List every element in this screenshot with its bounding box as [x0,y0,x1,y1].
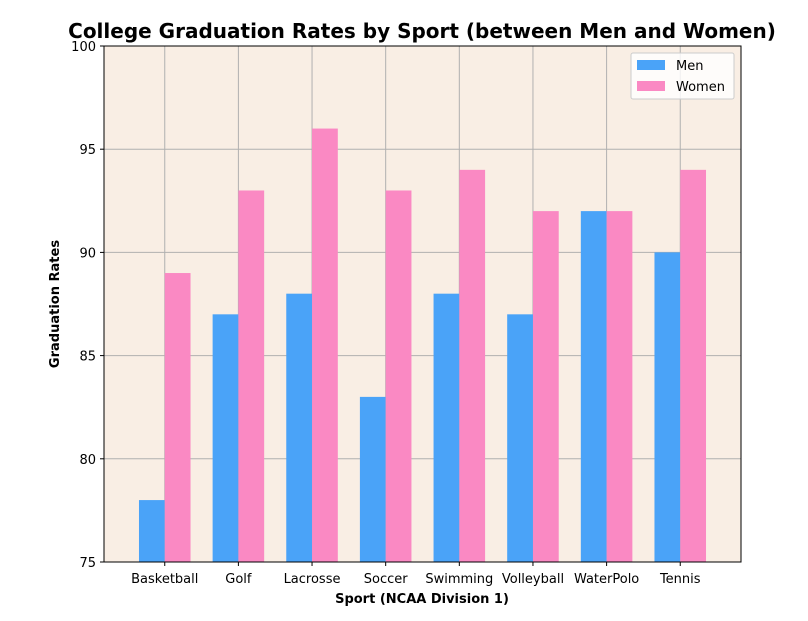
y-tick-label: 85 [79,350,96,365]
x-tick-label: Tennis [659,572,701,587]
legend-label-women: Women [676,80,725,95]
bar-women-soccer [385,190,412,563]
bar-women-waterpolo [606,211,633,562]
bar-women-volleyball [532,211,559,562]
bar-men-swimming [433,293,460,562]
x-axis-label: Sport (NCAA Division 1) [335,592,509,607]
bar-men-soccer [359,396,386,562]
y-tick-label: 80 [79,453,96,468]
bar-men-volleyball [507,314,533,562]
plot-frame [103,45,742,563]
bar-women-swimming [459,169,486,562]
x-tick-label: WaterPolo [574,572,639,587]
x-tick-label: Soccer [364,572,408,587]
x-tick-label: Basketball [131,572,198,587]
x-tick-label: Volleyball [502,572,564,587]
plot-area [104,46,741,562]
legend: Men Women [630,52,735,100]
bar-men-basketball [138,500,165,562]
bar-men-lacrosse [286,293,313,562]
bar-men-tennis [654,252,681,562]
bar-women-basketball [164,273,191,562]
bars [138,128,707,563]
bar-women-lacrosse [312,128,338,562]
x-axis-ticks: Basketball Golf Lacrosse Soccer Swimming Voll… [131,562,701,587]
chart-title: College Graduation Rates by Sport (betwe… [68,19,776,43]
bar-women-tennis [680,169,707,562]
x-tick-label: Golf [225,572,252,587]
x-tick-label: Lacrosse [284,572,341,587]
y-tick-label: 95 [79,143,96,158]
bar-women-golf [238,190,265,563]
x-tick-label: Swimming [425,572,493,587]
legend-swatch-men [637,60,665,70]
bar-men-waterpolo [580,211,607,562]
y-axis-label: Graduation Rates [48,240,63,368]
y-tick-label: 90 [79,246,96,261]
y-tick-label: 100 [71,40,96,55]
bar-men-golf [212,314,239,562]
y-tick-label: 75 [79,556,96,571]
legend-label-men: Men [676,59,703,74]
legend-swatch-women [637,81,665,91]
y-axis-ticks: 75 80 85 90 95 100 [71,40,104,571]
